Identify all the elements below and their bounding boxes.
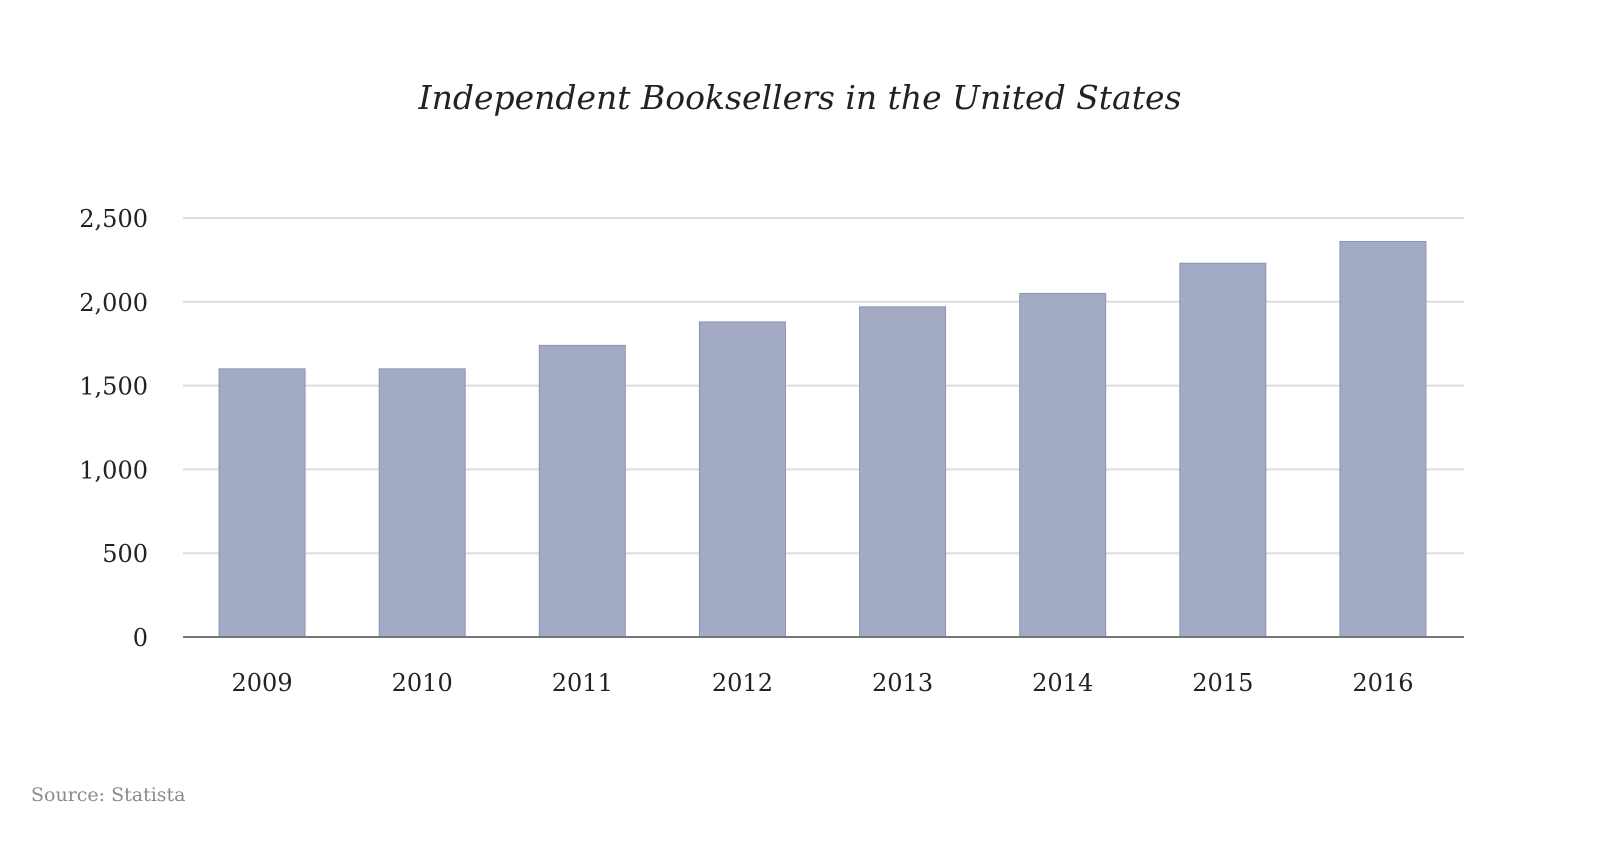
y-tick-label: 2,000 [79, 289, 148, 317]
bar-2015 [1179, 262, 1267, 638]
chart-title: Independent Booksellers in the United St… [418, 78, 1182, 117]
x-tick-label: 2009 [232, 669, 293, 697]
y-tick-label: 1,500 [79, 373, 148, 401]
bar-2009 [218, 368, 306, 638]
gridlines [183, 217, 1464, 555]
bars [218, 240, 1427, 638]
y-tick-label: 2,500 [79, 205, 148, 233]
source-note: Source: Statista [31, 784, 186, 806]
x-tick-label: 2015 [1192, 669, 1253, 697]
x-axis-ticks: 2009 2010 2011 2012 2013 2014 2015 2016 [232, 669, 1414, 697]
bar-2012 [698, 321, 786, 638]
y-axis-ticks: 0 500 1,000 1,500 2,000 2,500 [79, 205, 148, 652]
y-tick-label: 1,000 [79, 456, 148, 484]
x-tick-label: 2013 [872, 669, 933, 697]
x-tick-label: 2010 [392, 669, 453, 697]
x-tick-label: 2014 [1032, 669, 1093, 697]
bar-2014 [1019, 292, 1107, 638]
bar-2013 [859, 306, 947, 638]
bar-2010 [378, 368, 466, 638]
y-tick-label: 500 [102, 540, 148, 568]
x-tick-label: 2012 [712, 669, 773, 697]
x-tick-label: 2016 [1352, 669, 1413, 697]
x-tick-label: 2011 [552, 669, 613, 697]
bar-2011 [538, 344, 626, 638]
bar-2016 [1339, 240, 1427, 638]
y-tick-label: 0 [133, 624, 148, 652]
